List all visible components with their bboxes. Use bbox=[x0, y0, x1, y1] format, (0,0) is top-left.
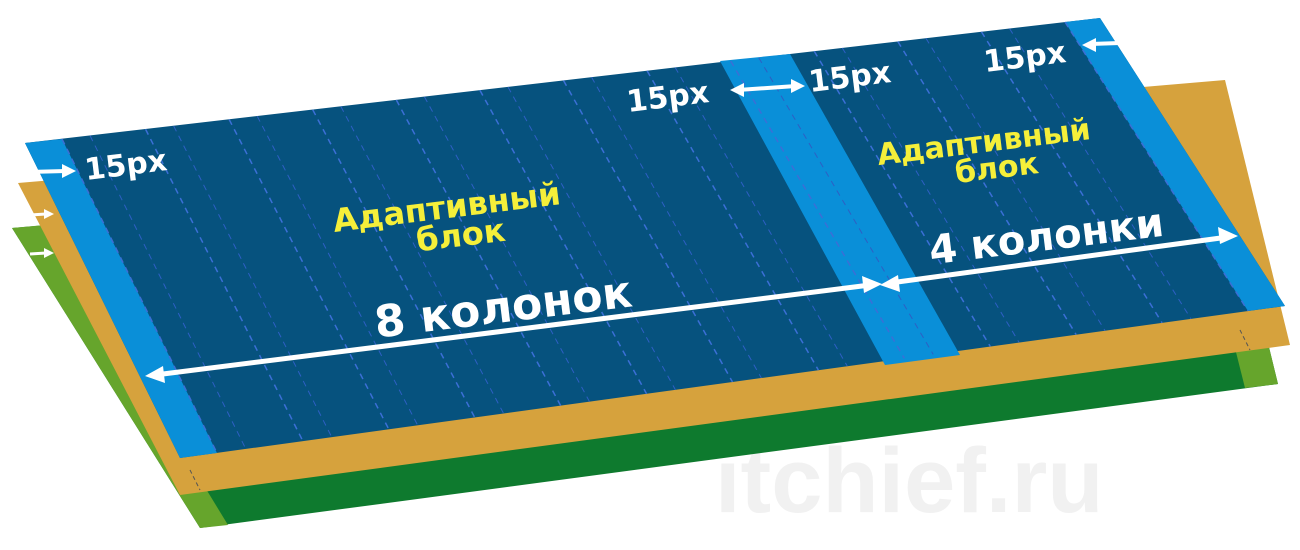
span-left-arrowhead-end bbox=[862, 276, 882, 293]
column-guide-line bbox=[507, 86, 676, 391]
column-guide-line bbox=[144, 128, 304, 442]
column-guide-line bbox=[61, 138, 218, 454]
column-guide-line bbox=[925, 37, 1106, 331]
column-guides bbox=[61, 21, 1249, 454]
column-guide-line bbox=[562, 80, 734, 383]
column-guide-line bbox=[312, 109, 476, 418]
column-guide-line bbox=[228, 119, 390, 430]
layer-edge-arrows bbox=[29, 209, 54, 258]
column-guide-line bbox=[980, 31, 1163, 324]
span-arrows bbox=[145, 227, 1238, 383]
column-guide-line bbox=[646, 70, 820, 371]
column-guide-line bbox=[1009, 28, 1192, 320]
span-right-arrowhead-end bbox=[1218, 227, 1238, 244]
column-guide-line bbox=[730, 60, 905, 359]
column-guide-line bbox=[758, 57, 934, 355]
column-guide-line bbox=[897, 41, 1077, 336]
column-guide-line bbox=[89, 135, 247, 450]
column-guide-line bbox=[479, 89, 648, 395]
column-guide-line bbox=[1064, 21, 1249, 312]
column-guide-line bbox=[256, 115, 419, 426]
column-guide-line bbox=[813, 50, 991, 347]
left-padding-strip bbox=[25, 139, 217, 458]
column-guide-line bbox=[591, 76, 762, 379]
center-gutter-strip bbox=[720, 54, 960, 365]
column-guide-line bbox=[423, 96, 590, 402]
column-guide-line bbox=[674, 67, 848, 367]
padding-arrows bbox=[27, 38, 1121, 178]
span-left-arrowhead-start bbox=[145, 366, 165, 383]
column-guide-line bbox=[173, 125, 333, 438]
span-right-arrowhead-start bbox=[880, 275, 900, 292]
column-guide-line bbox=[395, 99, 562, 407]
column-guide-line bbox=[340, 106, 505, 414]
column-guide-line bbox=[841, 47, 1020, 343]
